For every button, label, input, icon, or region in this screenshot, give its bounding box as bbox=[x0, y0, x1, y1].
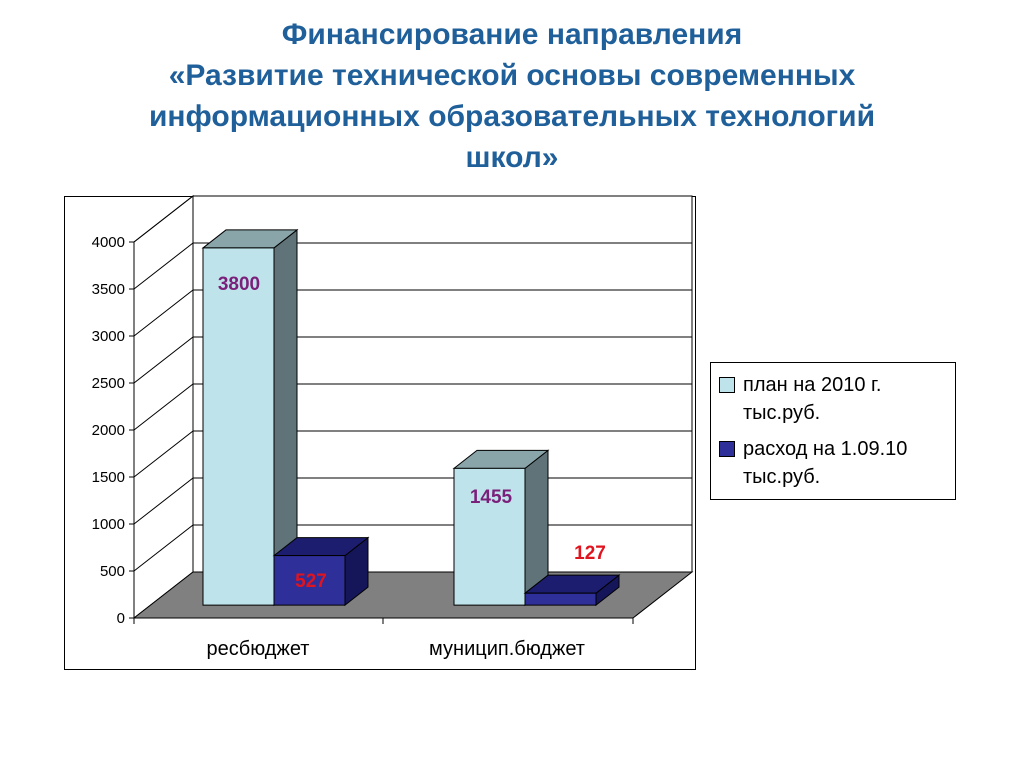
x-axis-labels: ресбюджет муницип.бюджет bbox=[207, 638, 585, 660]
y-tick-label: 2500 bbox=[92, 375, 125, 392]
title-line-1: Финансирование направления bbox=[281, 18, 743, 51]
legend-plan-line-1: план на 2010 г. bbox=[743, 374, 882, 396]
y-tick-label: 3000 bbox=[92, 328, 125, 345]
bar-front bbox=[524, 592, 597, 606]
legend-swatch-plan bbox=[719, 377, 735, 393]
x-category-label: муницип.бюджет bbox=[429, 638, 585, 660]
legend-expense-line-1: расход на 1.09.10 bbox=[743, 438, 908, 460]
bar-front bbox=[273, 555, 346, 606]
title-line-4: школ» bbox=[465, 141, 559, 174]
gridline bbox=[133, 289, 692, 337]
axes bbox=[129, 241, 634, 624]
bar-expense-2 bbox=[523, 574, 621, 607]
gridline bbox=[133, 242, 692, 290]
data-labels: 3800 527 1455 127 bbox=[218, 274, 606, 592]
y-tick-label: 4000 bbox=[92, 234, 125, 251]
legend-label-expense: расход на 1.09.10 тыс.руб. bbox=[743, 435, 907, 491]
legend-label-plan: план на 2010 г. тыс.руб. bbox=[743, 371, 881, 427]
y-tick-label: 1000 bbox=[92, 516, 125, 533]
bar-plan-2 bbox=[452, 449, 550, 607]
data-label: 1455 bbox=[470, 487, 513, 508]
bar-plan-1 bbox=[201, 228, 299, 607]
y-tick-label: 500 bbox=[100, 563, 125, 580]
y-tick-label: 2000 bbox=[92, 422, 125, 439]
legend-item-expense: расход на 1.09.10 тыс.руб. bbox=[719, 435, 949, 491]
legend-swatch-expense bbox=[719, 441, 735, 457]
slide-title: Финансирование направления «Развитие тех… bbox=[60, 14, 964, 178]
gridline bbox=[133, 195, 692, 243]
gridline bbox=[133, 383, 692, 431]
data-label: 527 bbox=[295, 571, 327, 592]
y-tick-label: 0 bbox=[117, 610, 125, 627]
bar-expense-1 bbox=[272, 536, 370, 607]
x-category-label: ресбюджет bbox=[207, 638, 310, 660]
gridline bbox=[133, 430, 692, 478]
bar-front bbox=[202, 247, 275, 606]
y-axis-labels: 0 500 1000 1500 2000 2500 3000 3500 4000 bbox=[92, 234, 125, 627]
bar-front bbox=[453, 467, 526, 606]
legend: план на 2010 г. тыс.руб. расход на 1.09.… bbox=[710, 362, 956, 500]
legend-plan-line-2: тыс.руб. bbox=[743, 402, 821, 424]
legend-expense-line-2: тыс.руб. bbox=[743, 466, 821, 488]
bars bbox=[201, 228, 621, 607]
data-label: 3800 bbox=[218, 274, 260, 295]
title-line-2: «Развитие технической основы современных bbox=[168, 59, 856, 92]
data-label: 127 bbox=[574, 543, 606, 564]
y-tick-label: 1500 bbox=[92, 469, 125, 486]
y-tick-label: 3500 bbox=[92, 281, 125, 298]
gridline bbox=[133, 336, 692, 384]
title-line-3: информационных образовательных технологи… bbox=[148, 100, 876, 133]
legend-item-plan: план на 2010 г. тыс.руб. bbox=[719, 371, 949, 427]
